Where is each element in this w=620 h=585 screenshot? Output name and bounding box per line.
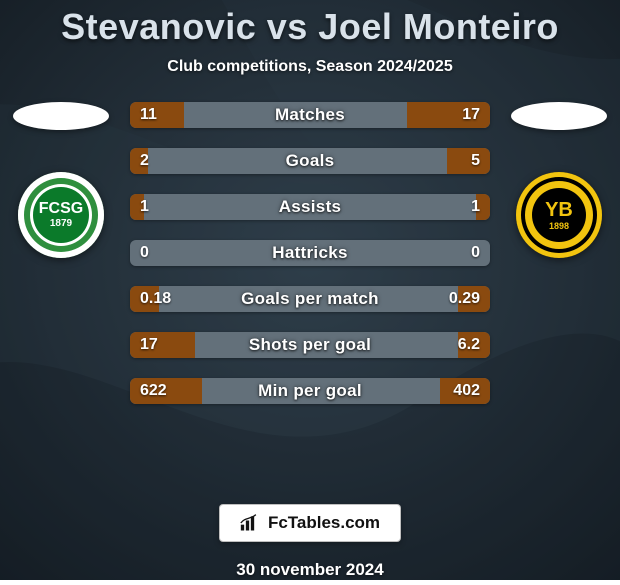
club-crest-right-subtext: 1898 <box>549 222 569 231</box>
stat-bar-right <box>447 148 490 174</box>
page-title: Stevanovic vs Joel Monteiro <box>61 6 559 48</box>
stat-label: Goals per match <box>241 289 379 309</box>
right-player-column: YB 1898 <box>504 102 614 258</box>
content-root: Stevanovic vs Joel Monteiro Club competi… <box>0 0 620 580</box>
stat-label: Matches <box>275 105 345 125</box>
stat-row: Min per goal 622 402 <box>130 378 490 404</box>
stat-value-right: 1 <box>471 198 480 216</box>
stat-bar-left <box>130 102 184 128</box>
footer-brand-text: FcTables.com <box>268 513 380 533</box>
stat-row: Goals per match 0.18 0.29 <box>130 286 490 312</box>
stat-value-right: 0 <box>471 244 480 262</box>
stat-value-left: 0.18 <box>140 290 171 308</box>
stat-value-left: 11 <box>140 106 157 124</box>
stat-value-right: 6.2 <box>458 336 480 354</box>
stat-value-left: 2 <box>140 152 149 170</box>
stat-value-right: 0.29 <box>449 290 480 308</box>
stat-value-left: 17 <box>140 336 158 354</box>
stat-value-left: 622 <box>140 382 167 400</box>
club-crest-right: YB 1898 <box>516 172 602 258</box>
stat-row: Shots per goal 17 6.2 <box>130 332 490 358</box>
stat-row: Hattricks 0 0 <box>130 240 490 266</box>
stat-label: Goals <box>286 151 335 171</box>
footer-date: 30 november 2024 <box>236 560 383 580</box>
club-crest-left-subtext: 1879 <box>50 219 72 229</box>
stat-bars: Matches1117Goals25Assists11Hattricks00Go… <box>130 102 490 404</box>
stat-row: Goals 2 5 <box>130 148 490 174</box>
bar-chart-icon <box>240 514 260 532</box>
stat-value-left: 1 <box>140 198 149 216</box>
stat-label: Hattricks <box>272 243 347 263</box>
left-player-column: FCSG 1879 <box>6 102 116 258</box>
club-crest-left-text: FCSG <box>39 201 83 217</box>
club-crest-right-text: YB <box>545 200 573 220</box>
player-photo-placeholder-right <box>511 102 607 130</box>
stat-label: Shots per goal <box>249 335 371 355</box>
stat-value-right: 5 <box>471 152 480 170</box>
footer-brand-badge: FcTables.com <box>219 504 401 542</box>
player-photo-placeholder-left <box>13 102 109 130</box>
stat-label: Min per goal <box>258 381 362 401</box>
comparison-area: FCSG 1879 YB 1898 Matches1117Goals25Assi… <box>0 102 620 486</box>
stat-label: Assists <box>279 197 342 217</box>
stat-row: Assists 1 1 <box>130 194 490 220</box>
club-crest-left: FCSG 1879 <box>18 172 104 258</box>
stat-row: Matches 11 17 <box>130 102 490 128</box>
stat-value-right: 17 <box>462 106 480 124</box>
subtitle: Club competitions, Season 2024/2025 <box>167 58 452 76</box>
stat-value-right: 402 <box>453 382 480 400</box>
stat-value-left: 0 <box>140 244 149 262</box>
